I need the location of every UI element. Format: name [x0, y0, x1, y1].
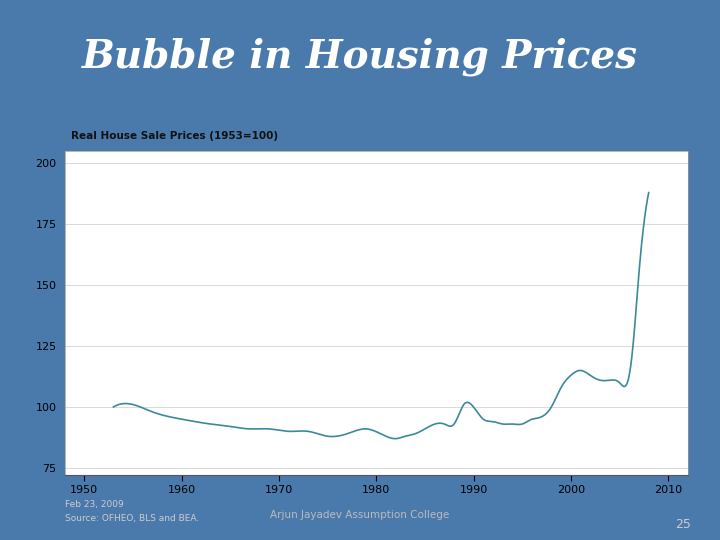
Text: 25: 25: [675, 518, 691, 531]
Text: Arjun Jayadev Assumption College: Arjun Jayadev Assumption College: [271, 510, 449, 521]
Text: Bubble in Housing Prices: Bubble in Housing Prices: [82, 37, 638, 76]
Text: Real House Sale Prices (1953=100): Real House Sale Prices (1953=100): [71, 131, 278, 141]
Text: Source: OFHEO, BLS and BEA.: Source: OFHEO, BLS and BEA.: [65, 514, 199, 523]
Text: Feb 23, 2009: Feb 23, 2009: [65, 500, 124, 509]
